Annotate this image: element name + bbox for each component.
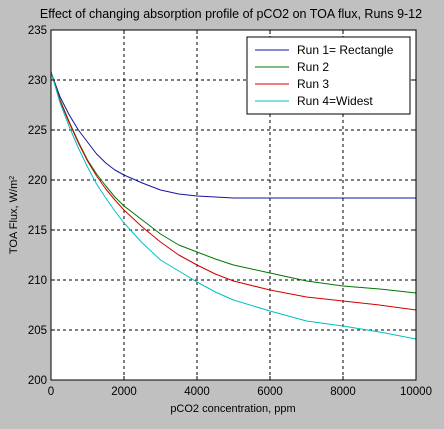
x-tick-label: 0 [48, 386, 54, 398]
y-tick-label: 220 [28, 175, 47, 187]
plot-border [50, 29, 417, 381]
legend-label-run-2: Run 2 [297, 60, 329, 74]
y-axis-label-superscript: 2 [9, 176, 16, 180]
y-tick-label: 215 [28, 225, 47, 237]
grid-lines [51, 30, 416, 380]
series-lines [50, 71, 417, 340]
legend: Run 1= Rectangle Run 2 Run 3 Run 4=Widest [246, 36, 411, 115]
y-tick-label: 225 [28, 125, 47, 137]
series-line-run-1 [50, 71, 416, 199]
tick-marks: 0 2000 4000 6000 8000 10000 200 205 210 215 220 225… [28, 25, 432, 398]
chart-title: Effect of changing absorption profile of… [40, 7, 422, 21]
x-tick-label: 10000 [400, 386, 432, 398]
y-tick-label: 235 [28, 25, 47, 37]
legend-label-run-1: Run 1= Rectangle [297, 43, 394, 57]
y-tick-label: 200 [28, 375, 47, 387]
y-tick-label: 205 [28, 325, 47, 337]
legend-label-run-3: Run 3 [297, 77, 329, 91]
series-line-run-3 [50, 71, 417, 311]
x-tick-label: 4000 [184, 386, 210, 398]
x-tick-label: 8000 [330, 386, 356, 398]
series-line-run-4 [50, 71, 417, 340]
x-tick-label: 2000 [111, 386, 137, 398]
y-tick-label: 230 [28, 75, 47, 87]
x-axis-label: pCO2 concentration, ppm [170, 403, 295, 415]
axes-frame [50, 29, 417, 381]
legend-label-run-4: Run 4=Widest [297, 94, 373, 108]
y-axis-label-main: TOA Flux, W/m [8, 180, 20, 254]
y-axis-label: TOA Flux, W/m2 [8, 176, 20, 254]
x-tick-label: 6000 [257, 386, 283, 398]
y-tick-label: 210 [28, 275, 47, 287]
